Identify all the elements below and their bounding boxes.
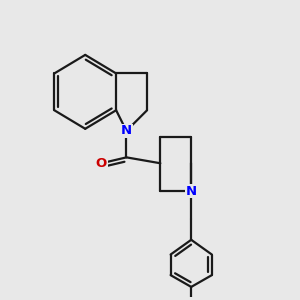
Text: N: N (186, 185, 197, 198)
Text: N: N (121, 124, 132, 137)
Text: O: O (96, 157, 107, 170)
